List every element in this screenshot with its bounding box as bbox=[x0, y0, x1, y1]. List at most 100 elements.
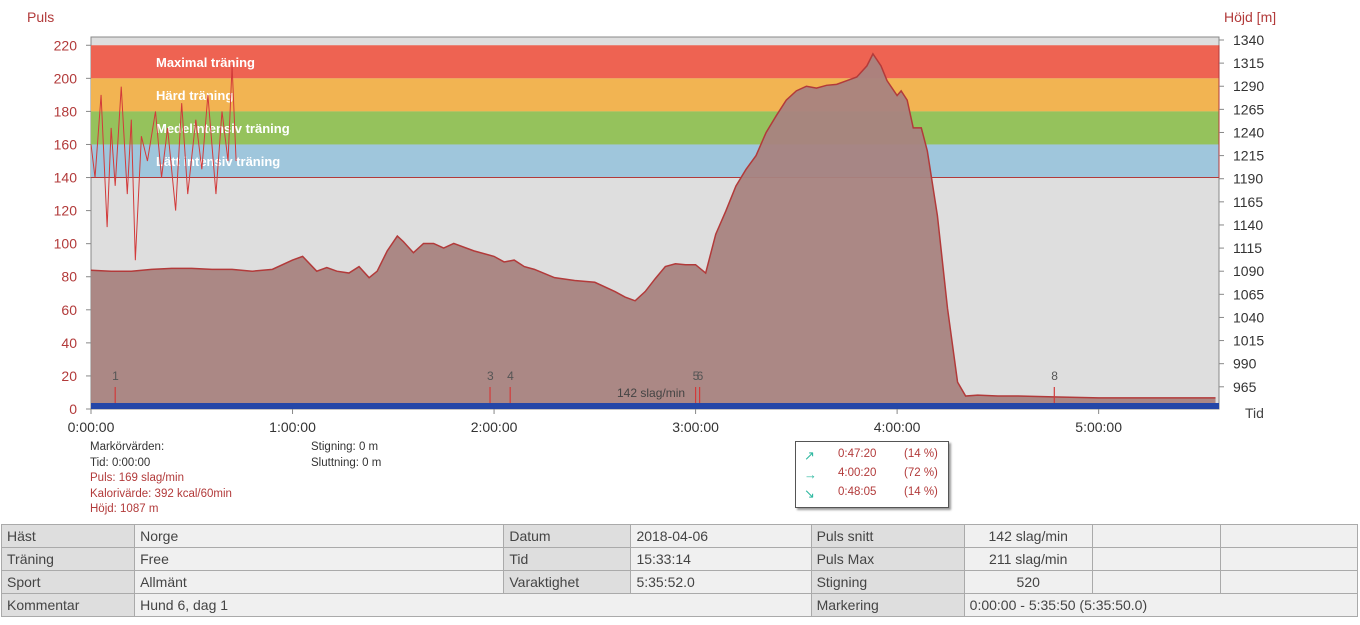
marker-label: 8 bbox=[1051, 369, 1058, 383]
duration-key: Varaktighet bbox=[503, 570, 632, 594]
max-pulse-key: Puls Max bbox=[810, 547, 965, 571]
avg-pulse-label: 142 slag/min bbox=[617, 386, 685, 400]
y-right-axis-title: Höjd [m] bbox=[1224, 9, 1277, 25]
comment-key: Kommentar bbox=[0, 593, 136, 617]
altitude-line bbox=[90, 52, 1216, 399]
zone-band bbox=[91, 45, 1219, 79]
horse-value: Norge bbox=[134, 524, 505, 548]
descent-value: Sluttning: 0 m bbox=[311, 456, 382, 469]
marking-key: Markering bbox=[810, 593, 965, 617]
zone-label: Härd träning bbox=[156, 88, 233, 103]
x-tick-label: 5:00:00 bbox=[1075, 419, 1122, 435]
empty-cell bbox=[1091, 547, 1221, 571]
y-right-tick-label: 1240 bbox=[1233, 124, 1264, 140]
y-right-tick-label: 1190 bbox=[1233, 171, 1263, 187]
arrow-up-right-icon: ↗ bbox=[804, 448, 815, 463]
comment-value: Hund 6, dag 1 bbox=[134, 593, 812, 617]
empty-cell bbox=[1091, 570, 1221, 594]
sport-key: Sport bbox=[0, 570, 136, 594]
trend-time: 0:48:05 bbox=[838, 486, 877, 498]
y-left-tick-label: 140 bbox=[54, 170, 78, 186]
arrow-down-right-icon: ↘ bbox=[804, 486, 815, 501]
time-value: 15:33:14 bbox=[630, 547, 812, 571]
empty-cell bbox=[1219, 524, 1359, 548]
y-left-tick-label: 220 bbox=[54, 37, 78, 53]
trend-percent: (14 %) bbox=[904, 486, 938, 498]
marker-time: Tid: 0:00:00 bbox=[90, 456, 151, 469]
max-pulse-value: 211 slag/min bbox=[963, 547, 1093, 571]
marker-label: 1 bbox=[112, 369, 119, 383]
marking-value: 0:00:00 - 5:35:50 (5:35:50.0) bbox=[963, 593, 1359, 617]
x-tick-label: 3:00:00 bbox=[672, 419, 719, 435]
trend-percent: (14 %) bbox=[904, 448, 938, 460]
empty-cell bbox=[1219, 570, 1359, 594]
y-right-tick-label: 1315 bbox=[1233, 55, 1264, 71]
zone-band bbox=[91, 144, 1219, 178]
y-left-tick-label: 120 bbox=[54, 203, 78, 219]
pulse-line bbox=[90, 65, 237, 261]
y-right-tick-label: 1040 bbox=[1233, 309, 1264, 325]
y-left-tick-label: 20 bbox=[61, 368, 77, 384]
avg-pulse-value: 142 slag/min bbox=[963, 524, 1093, 548]
empty-cell bbox=[1091, 524, 1221, 548]
y-right-tick-label: 1290 bbox=[1233, 78, 1264, 94]
training-value: Free bbox=[134, 547, 505, 571]
date-key: Datum bbox=[503, 524, 632, 548]
y-left-tick-label: 40 bbox=[61, 335, 77, 351]
avg-pulse-key: Puls snitt bbox=[810, 524, 965, 548]
y-right-tick-label: 1115 bbox=[1233, 240, 1262, 256]
marker-label: 4 bbox=[507, 369, 514, 383]
marker-values-panel: Markörvärden: Tid: 0:00:00 Puls: 169 sla… bbox=[90, 440, 232, 518]
table-row: Häst Norge Datum 2018-04-06 Puls snitt 1… bbox=[0, 524, 1359, 548]
x-tick-label: 4:00:00 bbox=[874, 419, 921, 435]
altitude-area bbox=[91, 53, 1216, 409]
trend-percent: (72 %) bbox=[904, 467, 938, 479]
marker-label: 3 bbox=[487, 369, 494, 383]
zone-label: Medelintensiv träning bbox=[156, 121, 290, 136]
marker-values-title: Markörvärden: bbox=[90, 441, 165, 453]
info-table: Häst Norge Datum 2018-04-06 Puls snitt 1… bbox=[0, 524, 1359, 617]
x-tick-label: 1:00:00 bbox=[269, 419, 316, 435]
trend-row-up: ↗ 0:47:20 (14 %) bbox=[796, 448, 948, 466]
trend-time: 0:47:20 bbox=[838, 448, 877, 460]
y-left-tick-label: 80 bbox=[61, 269, 77, 285]
y-right-tick-label: 1340 bbox=[1233, 32, 1264, 48]
y-right-tick-label: 1015 bbox=[1233, 333, 1264, 349]
chart[interactable]: Maximal träning Härd träning Medelintensiv… bbox=[0, 0, 1360, 440]
table-row: Sport Allmänt Varaktighet 5:35:52.0 Stig… bbox=[0, 570, 1359, 594]
y-right-tick-label: 965 bbox=[1233, 379, 1257, 395]
marker-calories: Kalorivärde: 392 kcal/60min bbox=[90, 487, 232, 500]
y-right-tick-label: 1090 bbox=[1233, 263, 1264, 279]
sport-value: Allmänt bbox=[134, 570, 505, 594]
y-right-tick-label: 1140 bbox=[1233, 217, 1263, 233]
climb-value: Stigning: 0 m bbox=[311, 441, 379, 453]
y-left-tick-label: 200 bbox=[54, 70, 78, 86]
trend-box: ↗ 0:47:20 (14 %) → 4:00:20 (72 %) ↘ 0:48… bbox=[795, 441, 949, 508]
marker-height: Höjd: 1087 m bbox=[90, 503, 159, 515]
y-right-tick-label: 1065 bbox=[1233, 286, 1264, 302]
y-left-tick-label: 60 bbox=[61, 302, 77, 318]
zone-band bbox=[91, 111, 1219, 145]
baseline-bar bbox=[91, 403, 1219, 409]
training-key: Träning bbox=[0, 547, 136, 571]
arrow-right-icon: → bbox=[804, 467, 817, 482]
zone-label: Maximal träning bbox=[156, 55, 255, 70]
zone-band bbox=[91, 78, 1219, 112]
y-left-axis-title: Puls bbox=[27, 9, 55, 25]
y-right-tick-label: 1265 bbox=[1233, 101, 1264, 117]
time-key: Tid bbox=[503, 547, 632, 571]
y-left-tick-label: 180 bbox=[54, 103, 78, 119]
y-right-tick-label: 1215 bbox=[1233, 148, 1264, 164]
trend-row-down: ↘ 0:48:05 (14 %) bbox=[796, 486, 948, 504]
marker-label: 5 bbox=[693, 369, 700, 383]
horse-key: Häst bbox=[0, 524, 136, 548]
y-right-tick-label: 1165 bbox=[1233, 194, 1263, 210]
marker-pulse: Puls: 169 slag/min bbox=[90, 472, 184, 484]
x-axis-title: Tid bbox=[1245, 405, 1264, 421]
trend-time: 4:00:20 bbox=[838, 467, 877, 479]
climb-value: 520 bbox=[963, 570, 1093, 594]
duration-value: 5:35:52.0 bbox=[630, 570, 812, 594]
empty-cell bbox=[1219, 547, 1359, 571]
table-row: Träning Free Tid 15:33:14 Puls Max 211 s… bbox=[0, 547, 1359, 571]
x-tick-label: 0:00:00 bbox=[68, 419, 115, 435]
